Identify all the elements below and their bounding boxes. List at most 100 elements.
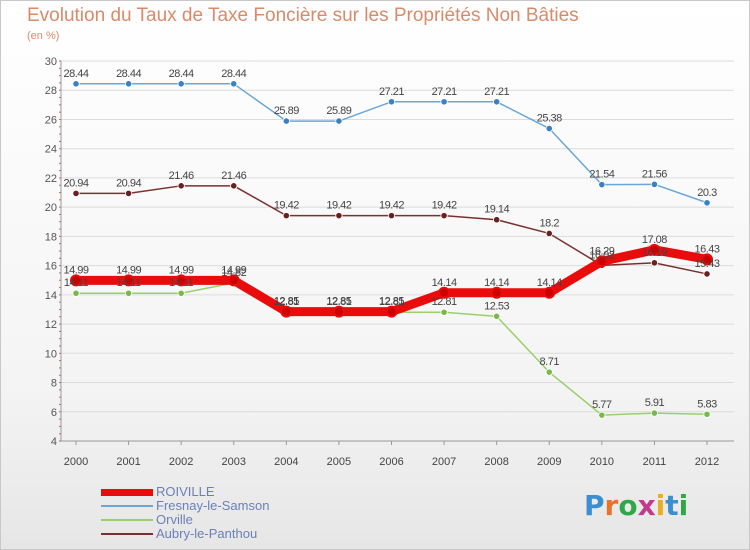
data-point-orville [598,411,606,419]
data-point-fresnay-le-samson [124,80,133,88]
y-tick-label: 30 [45,56,57,68]
data-point-aubry-le-panthou [335,212,343,220]
x-tick-label: 2012 [695,456,719,468]
legend-item: Fresnay-le-Samson [101,498,361,513]
data-label-orville: 12.81 [274,296,299,308]
data-label-aubry-le-panthou: 19.14 [484,204,509,216]
data-point-orville [440,308,448,316]
legend-item: Orville [101,512,361,527]
data-label-roiville: 14.14 [537,277,562,289]
data-point-aubry-le-panthou [177,182,185,190]
x-tick-label: 2006 [379,456,403,468]
logo-letter: i [678,489,689,522]
data-point-aubry-le-panthou [124,189,133,198]
data-label-orville: 5.83 [697,398,717,410]
data-label-aubry-le-panthou: 19.42 [274,200,299,212]
data-point-roiville [70,274,82,287]
data-point-fresnay-le-samson [650,180,659,188]
data-label-aubry-le-panthou: 20.94 [116,177,141,189]
x-tick-label: 2003 [222,456,246,468]
data-label-roiville: 14.99 [63,264,88,276]
logo-letter: o [618,489,638,522]
y-tick-label: 6 [51,407,57,419]
data-label-fresnay-le-samson: 25.89 [326,105,351,117]
y-tick-label: 28 [45,85,57,97]
x-tick-label: 2002 [169,456,193,468]
legend-swatch [101,533,153,535]
x-tick-label: 2005 [327,456,351,468]
logo-letter: P [584,489,605,522]
data-label-orville: 14.11 [64,277,89,289]
data-label-fresnay-le-samson: 21.56 [642,168,667,180]
data-point-orville [703,410,711,418]
data-label-orville: 8.71 [540,356,560,368]
data-point-roiville [385,305,398,318]
data-point-fresnay-le-samson [598,181,606,189]
data-label-roiville: 12.85 [274,296,299,308]
legend-item: ROIVILLE [101,484,361,499]
data-point-fresnay-le-samson [230,80,238,88]
data-label-fresnay-le-samson: 28.44 [63,68,88,80]
x-tick-label: 2007 [432,456,456,468]
legend-label: ROIVILLE [156,484,215,499]
data-point-roiville [648,243,661,256]
data-label-aubry-le-panthou: 21.46 [169,170,194,182]
data-point-aubry-le-panthou [650,259,659,267]
data-label-aubry-le-panthou: 19.42 [326,200,351,212]
data-label-fresnay-le-samson: 27.21 [484,86,509,98]
data-label-roiville: 14.14 [432,277,457,289]
data-point-roiville [595,255,608,268]
y-tick-label: 26 [45,114,57,126]
data-point-fresnay-le-samson [177,80,185,88]
data-point-orville [124,289,133,297]
data-point-orville [177,289,185,297]
data-point-orville [545,368,553,376]
data-label-fresnay-le-samson: 28.44 [116,68,141,80]
data-point-fresnay-le-samson [387,98,396,106]
legend-swatch [101,489,153,496]
logo-letter: i [655,489,666,522]
data-point-aubry-le-panthou [493,216,501,224]
chart-subtitle: (en %) [27,30,60,42]
data-label-fresnay-le-samson: 20.3 [697,187,717,199]
data-label-fresnay-le-samson: 28.44 [221,68,246,80]
chart-title: Evolution du Taux de Taxe Foncière sur l… [27,5,579,26]
data-label-fresnay-le-samson: 27.21 [432,86,457,98]
y-tick-label: 12 [45,319,57,331]
data-point-aubry-le-panthou [282,212,290,220]
data-label-orville: 12.81 [379,296,404,308]
data-point-aubry-le-panthou [440,212,448,220]
data-point-aubry-le-panthou [703,270,711,278]
data-point-fresnay-le-samson [545,124,553,133]
data-label-roiville: 16.29 [589,245,614,257]
data-point-aubry-le-panthou [387,212,396,220]
logo-letter: t [665,489,679,522]
y-tick-label: 16 [45,261,57,273]
data-label-fresnay-le-samson: 21.54 [589,169,614,181]
data-point-orville [72,289,80,297]
y-tick-label: 18 [45,231,57,243]
data-point-fresnay-le-samson [440,98,448,106]
data-label-orville: 14.11 [116,277,141,289]
data-point-fresnay-le-samson [282,117,290,125]
data-point-fresnay-le-samson [335,117,343,125]
data-label-aubry-le-panthou: 19.42 [379,200,404,212]
data-label-roiville: 14.99 [116,264,141,276]
data-point-roiville [543,286,556,299]
data-label-orville: 12.81 [326,296,351,308]
data-label-roiville: 14.99 [169,264,194,276]
data-label-aubry-le-panthou: 21.46 [221,170,246,182]
legend-item: Aubry-le-Panthou [101,526,361,541]
data-label-orville: 14.11 [169,277,194,289]
data-label-orville: 12.81 [432,296,457,308]
proxiti-logo: Proxiti [584,489,688,522]
legend-label: Aubry-le-Panthou [156,526,258,541]
data-label-fresnay-le-samson: 25.38 [537,113,562,125]
x-tick-label: 2011 [643,456,667,468]
y-tick-label: 4 [51,436,57,448]
data-point-orville [493,312,501,320]
legend-swatch [101,505,153,507]
y-tick-label: 22 [45,173,57,185]
data-label-roiville: 14.99 [221,264,246,276]
data-label-roiville: 16.43 [694,243,719,255]
